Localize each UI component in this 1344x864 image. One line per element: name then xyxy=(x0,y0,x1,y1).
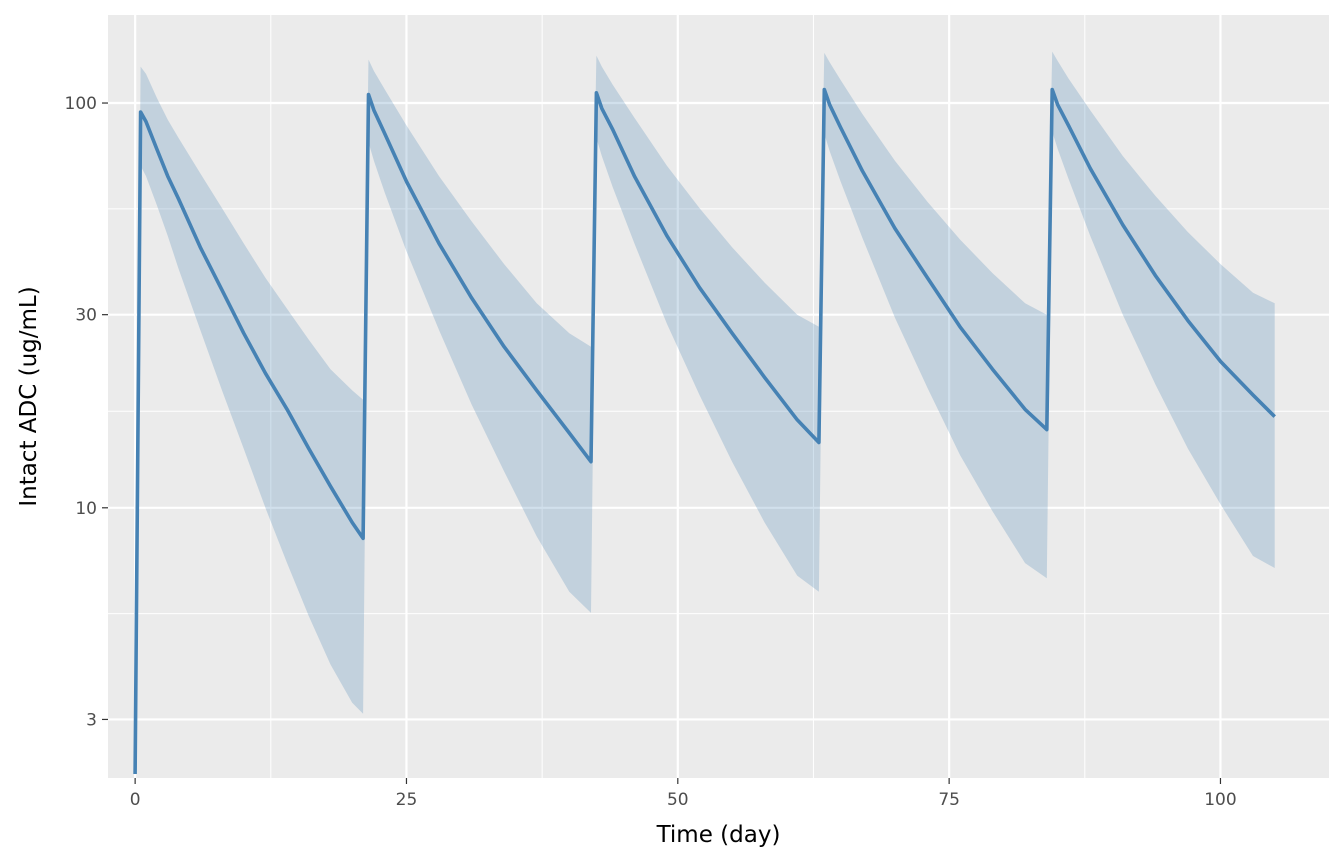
y-axis: 3 10 30 100 xyxy=(65,94,108,730)
x-axis-title: Time (day) xyxy=(656,822,781,848)
y-tick-label: 30 xyxy=(75,306,97,326)
x-tick-label: 50 xyxy=(667,790,689,810)
x-tick-label: 25 xyxy=(396,790,418,810)
y-tick-label: 3 xyxy=(86,710,97,730)
y-tick-label: 100 xyxy=(65,94,97,114)
x-tick-label: 0 xyxy=(130,790,141,810)
minor-gridlines xyxy=(108,15,1329,778)
series-line xyxy=(133,87,1276,775)
x-tick-label: 75 xyxy=(938,790,960,810)
x-axis: 0 25 50 75 100 xyxy=(130,778,1237,810)
y-axis-title: Intact ADC (ug/mL) xyxy=(16,286,42,506)
confidence-ribbon xyxy=(135,51,1275,775)
plot-panel xyxy=(108,15,1329,778)
x-tick-label: 100 xyxy=(1204,790,1236,810)
y-tick-label: 10 xyxy=(75,499,97,519)
